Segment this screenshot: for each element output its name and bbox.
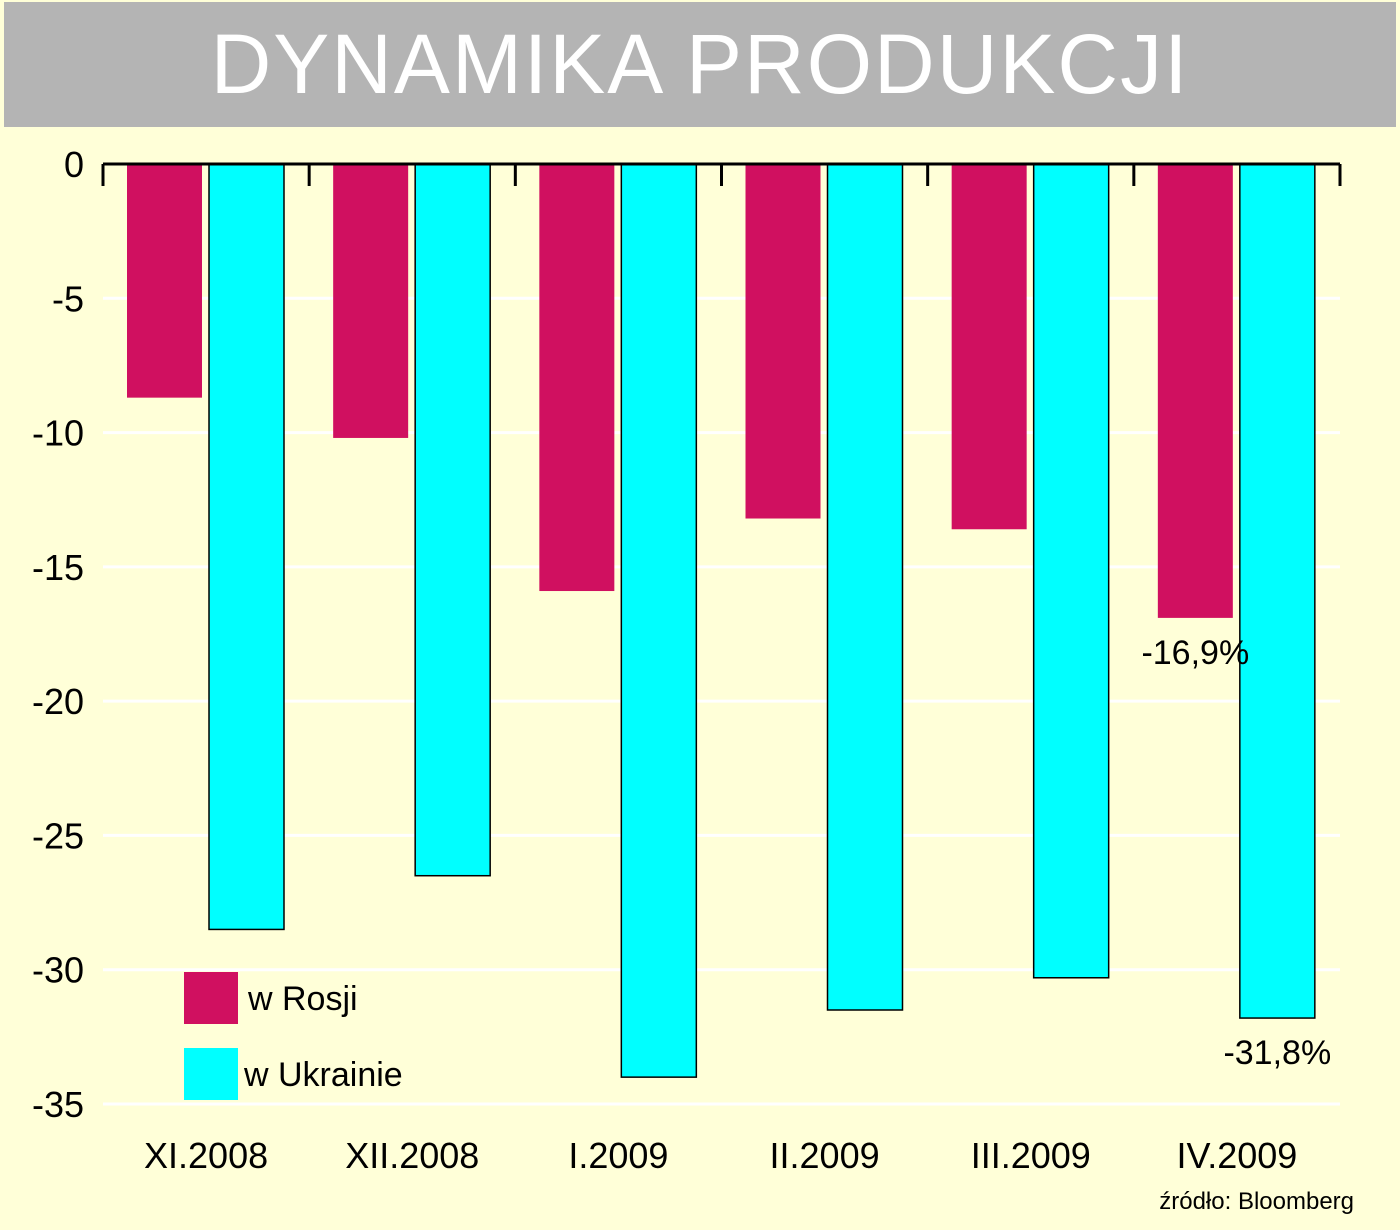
y-tick-label: 0 bbox=[64, 144, 84, 185]
bar-rosji-2 bbox=[539, 164, 615, 592]
y-tick-label: -25 bbox=[32, 815, 84, 856]
legend: w Rosji w Ukrainie bbox=[184, 972, 403, 1100]
legend-swatch bbox=[184, 1048, 238, 1100]
bar-ukrainie-3 bbox=[826, 163, 904, 1011]
legend-label: w Ukrainie bbox=[243, 1056, 403, 1094]
y-tick-label: -15 bbox=[32, 547, 84, 588]
axis bbox=[101, 162, 1342, 186]
x-tick-label: II.2009 bbox=[770, 1135, 880, 1176]
data-label: -31,8% bbox=[1223, 1034, 1331, 1072]
bar-rosji-3 bbox=[745, 164, 821, 519]
bar-ukrainie-2 bbox=[620, 163, 698, 1078]
source-note: źródło: Bloomberg bbox=[1159, 1188, 1354, 1215]
legend-swatch bbox=[184, 972, 238, 1024]
labels: 0 -5 -10 -15 -20 -25 -30 -35 XI.2008 XII.2008 I.20… bbox=[32, 144, 1331, 1176]
bar-rosji-0 bbox=[127, 164, 202, 398]
x-tick-label: XII.2008 bbox=[345, 1135, 479, 1176]
chart-title: DYNAMIKA PRODUKCJI bbox=[210, 17, 1190, 111]
x-tick-label: III.2009 bbox=[971, 1135, 1091, 1176]
bar-ukrainie-0 bbox=[208, 163, 285, 931]
gridlines bbox=[103, 296, 1340, 1106]
bars bbox=[127, 163, 1316, 1078]
bar-rosji-4 bbox=[951, 164, 1027, 530]
x-tick-label: I.2009 bbox=[568, 1135, 668, 1176]
bar-rosji-5 bbox=[1157, 164, 1233, 618]
bar-ukrainie-1 bbox=[414, 163, 491, 877]
title-bar: DYNAMIKA PRODUKCJI bbox=[4, 2, 1396, 127]
bar-ukrainie-4 bbox=[1032, 163, 1110, 979]
x-tick-label: IV.2009 bbox=[1177, 1135, 1298, 1176]
data-label: -16,9% bbox=[1141, 634, 1249, 672]
y-tick-label: -35 bbox=[32, 1084, 84, 1125]
legend-label: w Rosji bbox=[247, 980, 358, 1018]
y-tick-label: -10 bbox=[32, 413, 84, 454]
bar-ukrainie-5 bbox=[1239, 163, 1316, 1019]
x-tick-label: XI.2008 bbox=[144, 1135, 268, 1176]
bar-rosji-1 bbox=[333, 164, 409, 438]
y-tick-label: -20 bbox=[32, 681, 84, 722]
y-tick-label: -5 bbox=[52, 278, 84, 319]
y-tick-label: -30 bbox=[32, 950, 84, 991]
